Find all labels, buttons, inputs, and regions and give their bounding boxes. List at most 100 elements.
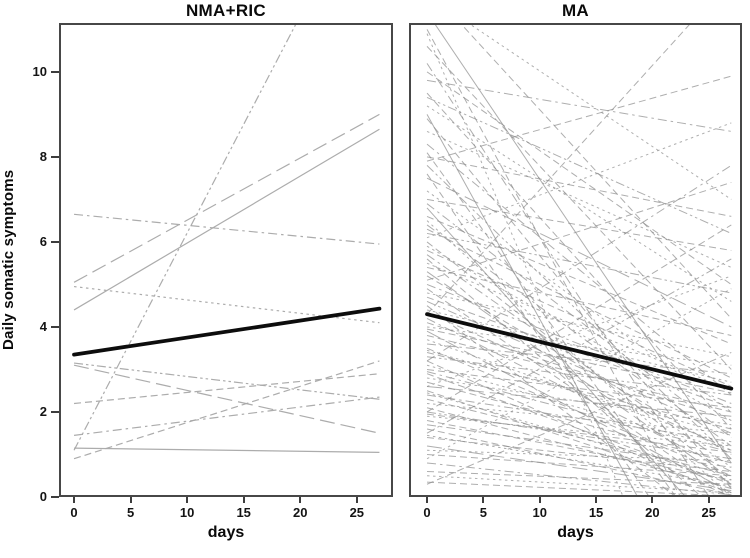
y-tick-label: 6 xyxy=(39,233,47,249)
trajectory-line xyxy=(73,113,380,283)
trajectory-line xyxy=(426,381,732,464)
x-tick-mark xyxy=(242,497,245,503)
trajectory-line xyxy=(426,283,732,404)
y-tick-label: 0 xyxy=(39,489,47,504)
x-tick-mark xyxy=(595,497,598,503)
x-tick-label: 20 xyxy=(293,505,308,520)
trajectory-line xyxy=(426,181,732,281)
trajectory-line xyxy=(426,343,732,375)
trajectory-line xyxy=(426,46,732,370)
trajectory-line xyxy=(426,262,732,392)
x-tick-mark xyxy=(426,497,429,503)
panel-ma-plot xyxy=(409,23,742,497)
y-tick-mark xyxy=(51,325,59,328)
trajectory-line xyxy=(426,436,732,472)
trajectory-line xyxy=(73,128,380,311)
x-axis-label-left: days xyxy=(207,524,245,541)
y-tick-mark xyxy=(51,70,59,73)
trajectory-line xyxy=(426,245,732,421)
trajectory-line xyxy=(426,228,732,379)
trajectory-line xyxy=(426,288,732,497)
panel-title-nma-ric: NMA+RIC xyxy=(185,1,267,20)
trajectory-line xyxy=(426,156,732,217)
trajectory-line xyxy=(426,407,732,489)
y-tick-mark xyxy=(51,496,59,498)
panel-border xyxy=(409,23,742,497)
trajectory-line xyxy=(426,296,732,409)
y-tick-label: 8 xyxy=(39,148,47,164)
trajectory-line xyxy=(73,23,298,451)
trajectory-line xyxy=(426,311,732,451)
trajectory-line xyxy=(427,475,732,494)
y-tick-label: 4 xyxy=(39,318,47,334)
trajectory-line xyxy=(73,362,380,400)
trajectory-line xyxy=(467,23,732,200)
trajectory-line xyxy=(426,254,732,468)
trajectory-line xyxy=(426,413,732,453)
x-tick-mark xyxy=(482,497,485,503)
trajectory-line xyxy=(426,351,732,430)
y-axis-label: Daily somatic symptoms xyxy=(0,169,17,351)
trajectory-line xyxy=(426,165,732,460)
trajectory-line xyxy=(427,470,732,485)
trajectory-line xyxy=(426,203,732,438)
trajectory-line xyxy=(426,224,732,413)
trajectory-line xyxy=(459,23,732,319)
trajectory-line xyxy=(426,198,732,251)
trajectory-line xyxy=(426,96,732,234)
trajectory-line xyxy=(426,445,732,492)
trajectory-line xyxy=(426,356,732,396)
trajectory-line xyxy=(426,114,639,497)
trajectory-line xyxy=(426,71,732,285)
trajectory-line xyxy=(426,23,692,315)
trajectory-line xyxy=(426,411,732,460)
trajectory-line xyxy=(426,258,732,434)
trajectory-line xyxy=(426,453,732,477)
trajectory-line xyxy=(73,213,380,245)
y-tick-mark xyxy=(51,155,59,158)
trajectory-line xyxy=(73,396,380,436)
x-tick-label: 5 xyxy=(479,505,487,520)
trajectory-line xyxy=(426,152,677,497)
y-tick-label: 10 xyxy=(32,63,47,79)
x-tick-label: 10 xyxy=(532,505,547,520)
trajectory-line xyxy=(426,63,710,497)
panel-nma-ric-plot xyxy=(59,23,393,497)
trajectory-line xyxy=(426,266,732,336)
x-tick-label: 25 xyxy=(349,505,365,520)
y-tick-label: 2 xyxy=(39,403,47,419)
trajectory-line xyxy=(426,364,732,451)
trajectory-line xyxy=(426,275,732,455)
x-tick-mark xyxy=(299,497,302,503)
trajectory-line xyxy=(426,328,732,394)
trajectory-line xyxy=(426,398,732,477)
trajectory-line xyxy=(426,349,732,436)
trajectory-line xyxy=(426,207,687,497)
trajectory-line xyxy=(426,424,732,468)
x-tick-mark xyxy=(538,497,541,503)
trajectory-line xyxy=(427,481,732,497)
trajectory-line xyxy=(426,92,732,430)
trajectory-line xyxy=(426,385,732,417)
trajectory-line xyxy=(426,232,732,294)
x-tick-label: 15 xyxy=(236,505,251,520)
trajectory-line xyxy=(433,23,732,464)
trajectory-line xyxy=(427,449,732,462)
x-tick-mark xyxy=(707,497,710,503)
trajectory-line xyxy=(426,318,732,472)
trajectory-line xyxy=(426,394,732,443)
trajectory-line xyxy=(426,322,732,421)
trajectory-line xyxy=(426,360,732,497)
x-tick-mark xyxy=(129,497,132,503)
trajectory-line xyxy=(73,360,380,460)
trajectory-line xyxy=(426,419,732,481)
trajectory-line xyxy=(426,122,732,239)
x-tick-mark xyxy=(651,497,654,503)
trajectory-line xyxy=(73,373,380,405)
panel-title-ma: MA xyxy=(561,1,590,20)
trajectory-line xyxy=(426,428,732,496)
mean-trend-line xyxy=(425,312,734,391)
x-tick-label: 10 xyxy=(179,505,195,520)
trajectory-line xyxy=(73,364,380,434)
